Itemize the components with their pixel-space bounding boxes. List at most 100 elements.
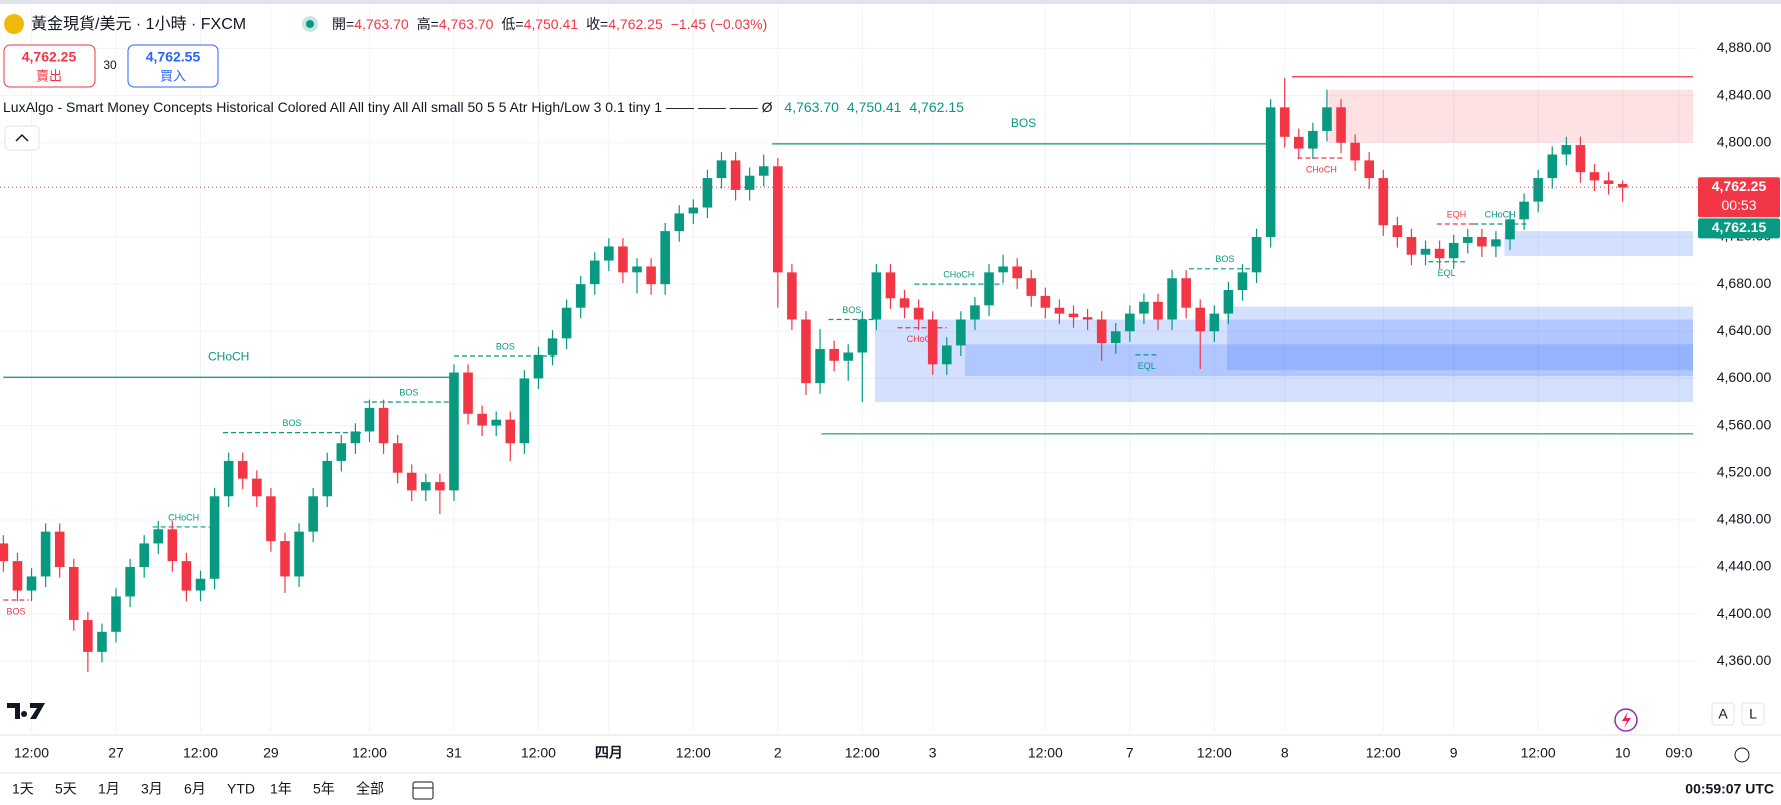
x-tick-label: 12:00 <box>352 745 387 761</box>
candle-body <box>97 631 107 652</box>
candle-body <box>1392 225 1403 237</box>
candle-body <box>758 166 769 176</box>
candle-body <box>449 372 459 491</box>
candle-body <box>392 443 403 473</box>
candle-body <box>1181 278 1191 308</box>
ohlc-value: 4,750.41 <box>524 16 579 32</box>
candle-body <box>913 307 924 320</box>
candle-body <box>1448 242 1459 259</box>
sell-label: 賣出 <box>36 68 62 83</box>
alert-icon[interactable] <box>1614 708 1638 732</box>
indicator-value: 4,750.41 <box>847 99 902 115</box>
candle-body <box>1237 272 1248 291</box>
y-tick-label: 4,640.00 <box>1717 322 1772 338</box>
candle-body <box>519 378 530 444</box>
y-tick-label: 4,800.00 <box>1717 133 1772 149</box>
y-tick-label: 4,880.00 <box>1717 39 1772 55</box>
candle-body <box>1462 237 1473 243</box>
candle-body <box>998 266 1008 273</box>
structure-label: EQL <box>1438 268 1456 278</box>
range-button[interactable]: 1月 <box>98 781 120 797</box>
candle-body <box>477 413 487 426</box>
candle-body <box>491 419 501 426</box>
candle-body <box>1477 237 1487 247</box>
ohlc-key: 收= <box>586 16 608 32</box>
buy-price: 4,762.55 <box>146 49 201 65</box>
candle-body <box>1209 313 1220 332</box>
structure-label: CHoCH <box>907 334 938 344</box>
candle-body <box>1491 239 1501 247</box>
range-button[interactable]: 1天 <box>12 781 34 797</box>
structure-label: BOS <box>842 305 861 315</box>
candle-body <box>1139 301 1149 314</box>
candle-body <box>1308 130 1318 149</box>
order-block <box>1504 231 1694 256</box>
range-button[interactable]: 3月 <box>141 781 163 797</box>
candle-body <box>632 266 642 273</box>
range-button[interactable]: 1年 <box>270 781 292 797</box>
candle-body <box>266 496 276 542</box>
countdown: 00:53 <box>1721 197 1756 213</box>
candle-body <box>1420 248 1431 255</box>
candle-body <box>280 541 290 577</box>
range-button[interactable]: 全部 <box>356 781 384 797</box>
range-button[interactable]: 6月 <box>184 781 206 797</box>
y-tick-label: 4,360.00 <box>1717 652 1772 668</box>
range-button[interactable]: YTD <box>227 781 255 797</box>
indicator-line[interactable]: LuxAlgo - Smart Money Concepts Historica… <box>3 99 964 115</box>
candle-body <box>1589 172 1600 181</box>
order-block <box>965 344 1694 377</box>
structure-label: BOS <box>399 387 418 397</box>
ohlc-line: 開=4,763.70 高=4,763.70 低=4,750.41 收=4,762.25… <box>332 16 767 32</box>
candle-body <box>956 319 966 346</box>
top-border <box>0 0 1781 4</box>
candle-body <box>927 319 938 365</box>
x-tick-label: 12:00 <box>521 745 556 761</box>
header-line[interactable]: 黃金現貨/美元 · 1小時 · FXCM <box>31 15 246 33</box>
scale-button[interactable] <box>1741 702 1765 726</box>
x-tick-label: 3 <box>929 745 937 761</box>
collapse-button[interactable] <box>4 125 40 151</box>
candle-body <box>1012 266 1022 279</box>
buy-button[interactable] <box>127 44 219 88</box>
range-button[interactable]: 5天 <box>55 781 77 797</box>
candle-body <box>421 482 431 491</box>
structure-label: EQH <box>1447 209 1467 219</box>
scale-button[interactable] <box>1711 702 1735 726</box>
last-price-tag <box>1698 177 1780 218</box>
candle-body <box>68 567 79 621</box>
candle-body <box>1068 313 1079 318</box>
clock: 00:59:07 UTC <box>1685 781 1774 797</box>
sell-button[interactable] <box>3 44 96 88</box>
structure-label: CHoCH <box>168 512 199 522</box>
order-block <box>1328 89 1694 143</box>
x-tick-label: 7 <box>1126 745 1134 761</box>
range-button[interactable]: 5年 <box>313 781 335 797</box>
candle-body <box>1561 145 1572 155</box>
buy-label: 買入 <box>160 68 186 83</box>
x-tick-label: 12:00 <box>183 745 218 761</box>
candle-body <box>871 272 882 320</box>
candle-body <box>463 372 473 414</box>
candle-body <box>125 567 135 597</box>
settings-icon[interactable] <box>1734 747 1750 763</box>
candle-body <box>54 531 65 567</box>
candle-body <box>1110 331 1121 344</box>
structure-label: CHoCH <box>1485 209 1516 219</box>
indicator-price-label: 4,762.15 <box>1712 219 1767 235</box>
candle-body <box>1265 107 1276 237</box>
candle-body <box>1040 295 1051 308</box>
candle-body <box>1617 183 1628 188</box>
last-price-label: 4,762.25 <box>1712 178 1767 194</box>
candle-body <box>195 578 206 591</box>
market-status-dot <box>306 20 314 28</box>
candle-body <box>885 272 896 299</box>
alert-bolt <box>1622 712 1631 728</box>
candle-body <box>378 407 389 444</box>
y-tick-label: 4,480.00 <box>1717 511 1772 527</box>
candle-body <box>970 305 980 320</box>
candle-body <box>1125 313 1135 332</box>
logo-shape <box>7 703 45 719</box>
calendar-icon[interactable] <box>412 781 434 800</box>
